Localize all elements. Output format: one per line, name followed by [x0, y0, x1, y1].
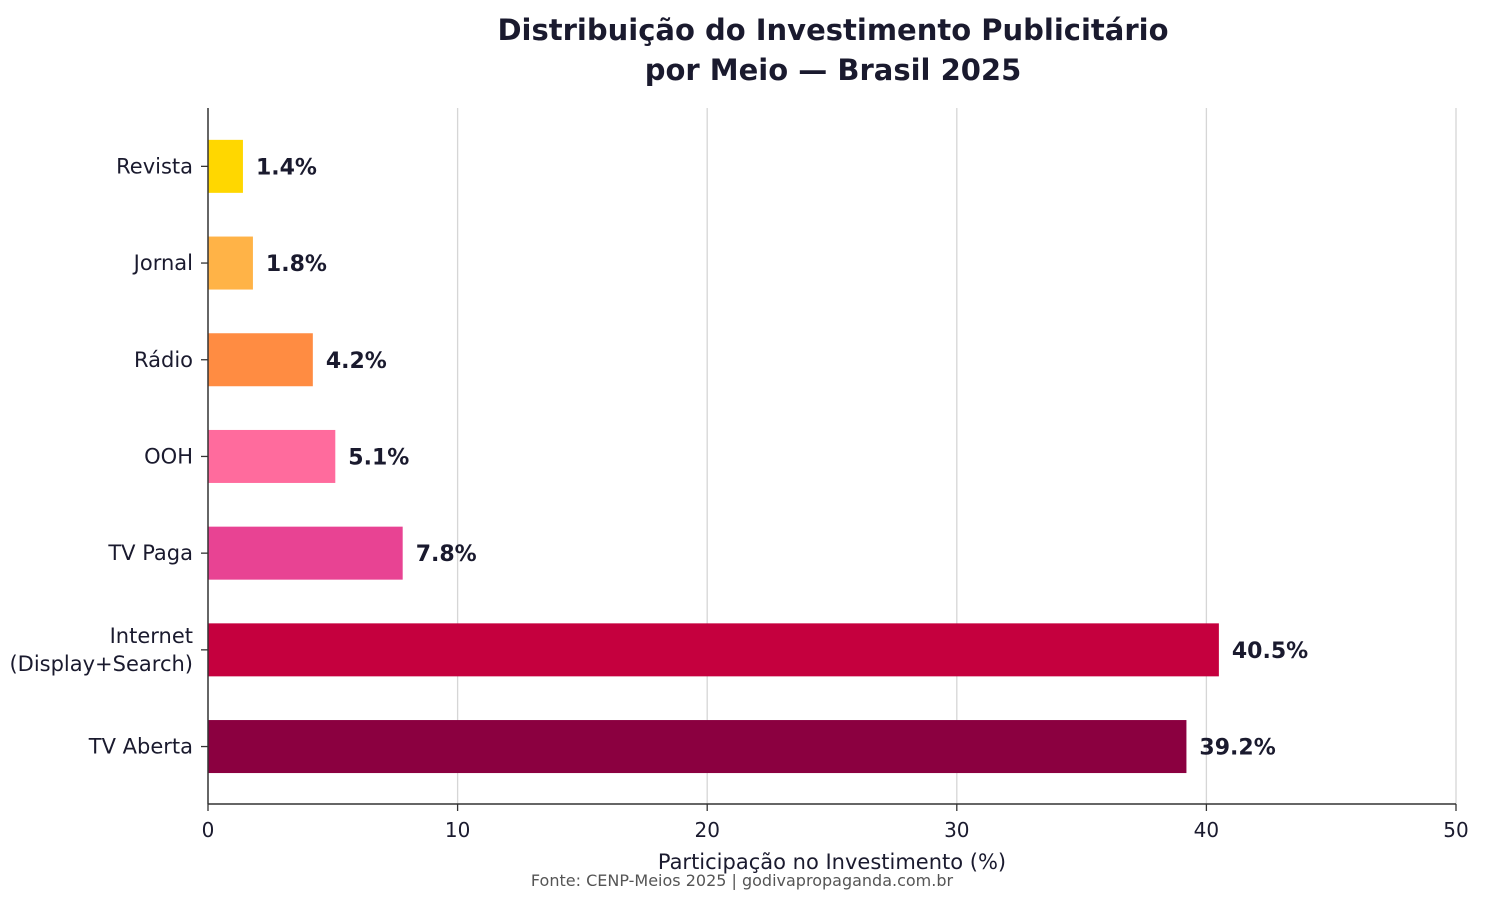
source-note: Fonte: CENP-Meios 2025 | godivapropagand…	[531, 871, 954, 890]
chart-title: Distribuição do Investimento Publicitári…	[497, 13, 1168, 87]
bar	[208, 623, 1219, 677]
value-label: 40.5%	[1232, 639, 1308, 664]
value-label: 5.1%	[348, 445, 409, 470]
x-tick-label: 40	[1194, 818, 1219, 842]
category-label: Jornal	[132, 251, 193, 275]
labels: Distribuição do Investimento Publicitári…	[9, 13, 1468, 890]
value-label: 1.8%	[266, 252, 327, 277]
bar	[208, 333, 313, 387]
x-tick-label: 0	[202, 818, 215, 842]
bar	[208, 139, 243, 193]
value-label: 1.4%	[256, 155, 317, 180]
x-tick-label: 30	[944, 818, 969, 842]
category-label: TV Aberta	[88, 735, 193, 759]
x-axis-title: Participação no Investimento (%)	[658, 850, 1006, 874]
bar	[208, 526, 403, 580]
bar	[208, 236, 253, 290]
value-label: 7.8%	[416, 542, 477, 567]
bar	[208, 720, 1187, 774]
grid-lines	[456, 108, 1457, 804]
value-label: 4.2%	[326, 349, 387, 374]
category-label: Internet (Display+Search)	[9, 624, 193, 676]
bar	[208, 429, 336, 483]
value-label: 39.2%	[1199, 736, 1275, 761]
category-label: OOH	[144, 444, 193, 468]
x-tick-label: 10	[445, 818, 470, 842]
x-tick-label: 20	[694, 818, 719, 842]
axes	[201, 108, 1457, 811]
category-label: Revista	[116, 154, 193, 178]
bars	[208, 139, 1219, 774]
category-label: Rádio	[134, 348, 193, 372]
x-tick-label: 50	[1443, 818, 1468, 842]
category-label: TV Paga	[107, 541, 193, 565]
